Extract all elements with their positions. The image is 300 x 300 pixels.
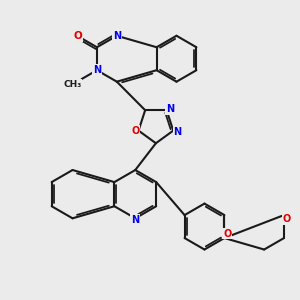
- Text: N: N: [166, 104, 174, 114]
- Text: N: N: [113, 31, 121, 41]
- Text: O: O: [283, 214, 291, 224]
- Text: N: N: [174, 127, 182, 137]
- Text: O: O: [74, 31, 82, 41]
- Text: O: O: [223, 229, 231, 238]
- Text: N: N: [93, 65, 101, 75]
- Text: N: N: [131, 215, 139, 225]
- Text: CH₃: CH₃: [64, 80, 82, 89]
- Text: O: O: [131, 126, 140, 136]
